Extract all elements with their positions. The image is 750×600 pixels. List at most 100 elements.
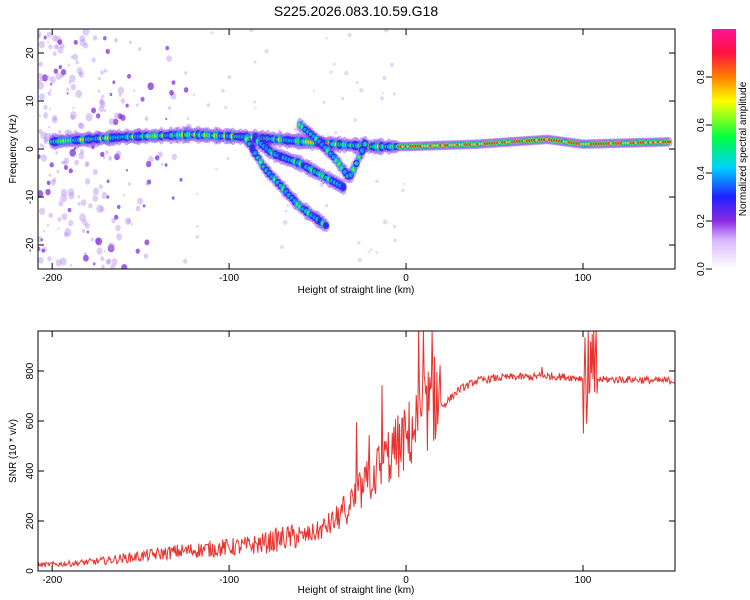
noise-speckle bbox=[392, 224, 397, 229]
noise-speckle bbox=[99, 99, 104, 104]
noise-speckle bbox=[49, 88, 52, 92]
spectral-core bbox=[362, 141, 368, 147]
noise-speckle bbox=[195, 234, 200, 240]
noise-speckle bbox=[286, 203, 290, 207]
noise-speckle bbox=[392, 92, 396, 96]
noise-speckle bbox=[322, 100, 326, 104]
noise-speckle bbox=[117, 204, 121, 210]
noise-speckle bbox=[48, 173, 52, 177]
noise-speckle bbox=[44, 132, 51, 141]
y-tick-label: 600 bbox=[25, 412, 36, 429]
noise-speckle bbox=[92, 35, 98, 41]
noise-speckle bbox=[69, 148, 77, 157]
y-tick-label: 400 bbox=[25, 462, 36, 479]
noise-speckle bbox=[344, 70, 349, 76]
noise-speckle bbox=[38, 154, 41, 159]
noise-speckle bbox=[51, 34, 58, 42]
noise-speckle bbox=[84, 223, 90, 229]
noise-speckle bbox=[254, 107, 257, 110]
noise-speckle bbox=[77, 201, 81, 206]
noise-speckle bbox=[52, 51, 57, 56]
x-tick-label: 100 bbox=[575, 575, 592, 586]
noise-speckle bbox=[64, 129, 70, 136]
noise-speckle bbox=[38, 34, 41, 39]
noise-speckle bbox=[253, 60, 257, 64]
noise-speckle bbox=[39, 207, 46, 215]
noise-speckle bbox=[53, 68, 59, 74]
noise-speckle bbox=[42, 145, 45, 149]
y-tick-label: 20 bbox=[25, 47, 36, 59]
noise-speckle bbox=[324, 203, 329, 208]
noise-speckle bbox=[57, 130, 62, 135]
noise-speckle bbox=[171, 80, 176, 85]
noise-speckle bbox=[83, 42, 89, 49]
noise-speckle bbox=[166, 55, 172, 63]
noise-speckle bbox=[226, 157, 230, 161]
noise-speckle bbox=[41, 74, 48, 82]
noise-speckle bbox=[38, 114, 42, 117]
noise-speckle bbox=[293, 127, 299, 132]
noise-speckle bbox=[195, 224, 199, 228]
noise-speckle bbox=[38, 40, 45, 49]
noise-speckle bbox=[50, 83, 53, 86]
noise-speckle bbox=[41, 248, 45, 253]
noise-speckle bbox=[133, 89, 136, 93]
noise-speckle bbox=[59, 257, 67, 266]
noise-speckle bbox=[109, 92, 113, 97]
noise-speckle bbox=[95, 237, 103, 246]
x-tick-label: 0 bbox=[403, 273, 409, 284]
noise-speckle bbox=[340, 96, 345, 101]
noise-speckle bbox=[43, 35, 47, 40]
noise-speckle bbox=[101, 94, 105, 99]
noise-speckle bbox=[135, 205, 141, 212]
noise-speckle bbox=[169, 89, 174, 96]
noise-speckle bbox=[401, 188, 405, 192]
noise-speckle bbox=[103, 109, 107, 112]
noise-speckle bbox=[49, 76, 56, 84]
snr-y-label: SNR (10 * v/v) bbox=[8, 419, 19, 483]
colorbar-label: Normalized spectral amplitude bbox=[738, 81, 749, 216]
noise-speckle bbox=[97, 89, 101, 93]
x-tick-label: -200 bbox=[42, 575, 62, 586]
noise-speckle bbox=[48, 125, 51, 129]
noise-speckle bbox=[60, 69, 67, 76]
noise-speckle bbox=[389, 62, 395, 67]
noise-speckle bbox=[92, 168, 98, 176]
noise-speckle bbox=[160, 162, 164, 166]
noise-speckle bbox=[145, 181, 149, 186]
spectral-core bbox=[354, 161, 359, 166]
noise-speckle bbox=[279, 132, 283, 136]
noise-speckle bbox=[382, 75, 387, 81]
noise-speckle bbox=[227, 75, 232, 80]
noise-speckle bbox=[114, 153, 120, 161]
y-tick-label: 0 bbox=[25, 568, 36, 574]
x-tick-label: -200 bbox=[42, 273, 62, 284]
noise-speckle bbox=[56, 169, 60, 174]
noise-speckle bbox=[82, 29, 90, 36]
y-tick-label: 200 bbox=[25, 512, 36, 529]
noise-speckle bbox=[52, 114, 58, 121]
noise-speckle bbox=[129, 40, 132, 45]
noise-speckle bbox=[102, 156, 106, 160]
noise-speckle bbox=[60, 43, 65, 49]
noise-speckle bbox=[146, 179, 152, 185]
noise-speckle bbox=[52, 177, 57, 183]
noise-speckle bbox=[38, 72, 43, 79]
noise-speckle bbox=[63, 157, 70, 165]
noise-speckle bbox=[165, 45, 170, 51]
noise-speckle bbox=[279, 245, 284, 249]
noise-speckle bbox=[347, 32, 352, 38]
noise-speckle bbox=[375, 179, 379, 184]
noise-speckle bbox=[67, 207, 72, 213]
noise-speckle bbox=[55, 259, 62, 267]
noise-speckle bbox=[142, 204, 146, 208]
noise-speckle bbox=[55, 45, 59, 49]
noise-speckle bbox=[179, 177, 183, 182]
noise-speckle bbox=[38, 256, 44, 264]
noise-speckle bbox=[353, 117, 358, 122]
noise-speckle bbox=[359, 88, 364, 93]
noise-speckle bbox=[143, 253, 149, 259]
chart-title: S225.2026.083.10.59.G18 bbox=[274, 3, 438, 19]
noise-speckle bbox=[402, 182, 405, 186]
noise-speckle bbox=[79, 149, 85, 155]
